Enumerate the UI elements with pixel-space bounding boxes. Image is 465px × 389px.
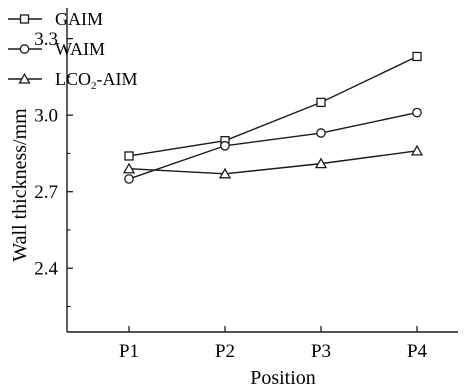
data-point-waim — [412, 107, 422, 118]
y-tick-label: 3.0 — [34, 106, 58, 127]
series-line-waim — [128, 111, 418, 180]
axes: 2.4 2.7 3.0 3.3 P1 P2 P3 P4 — [34, 8, 458, 362]
x-tick-label: P4 — [407, 341, 428, 362]
y-axis-title: Wall thickness/mm — [9, 108, 31, 262]
legend-marker-waim — [19, 44, 30, 54]
data-point-gaim — [412, 51, 422, 62]
data-point-lco2-aim — [122, 162, 136, 174]
series-line-gaim — [128, 55, 418, 157]
data-point-gaim — [316, 97, 326, 108]
data-point-gaim — [124, 151, 134, 161]
data-point-waim — [316, 128, 326, 138]
data-point-waim — [220, 140, 230, 151]
series-layer — [122, 51, 424, 184]
data-point-lco2-aim — [410, 144, 424, 156]
legend-entry-lco2-aim: LCO2-AIM — [8, 69, 138, 92]
legend-entry-gaim: GAIM — [8, 9, 103, 29]
x-tick-label: P2 — [215, 341, 235, 362]
x-tick-label: P3 — [311, 341, 331, 362]
legend: GAIM WAIM LCO2-AIM — [8, 9, 138, 92]
legend-label-waim: WAIM — [55, 39, 105, 59]
y-tick-label: 3.3 — [34, 29, 58, 50]
series-line-lco2-aim — [128, 150, 418, 175]
data-point-lco2-aim — [314, 157, 328, 169]
legend-marker-lco2-aim — [18, 72, 31, 84]
y-tick-label: 2.7 — [34, 182, 58, 203]
series-gaim — [124, 51, 422, 161]
x-tick-label: P1 — [119, 341, 139, 362]
legend-label-lco2-aim: LCO2-AIM — [55, 69, 138, 92]
legend-label-gaim: GAIM — [55, 9, 103, 29]
series-waim — [124, 107, 422, 184]
legend-marker-gaim — [19, 14, 30, 24]
y-tick-label: 2.4 — [34, 259, 58, 280]
series-lco2-aim — [122, 144, 424, 179]
data-point-lco2-aim — [218, 167, 232, 179]
x-axis-title: Position — [250, 367, 316, 389]
legend-entry-waim: WAIM — [8, 39, 105, 59]
data-point-waim — [124, 174, 134, 184]
